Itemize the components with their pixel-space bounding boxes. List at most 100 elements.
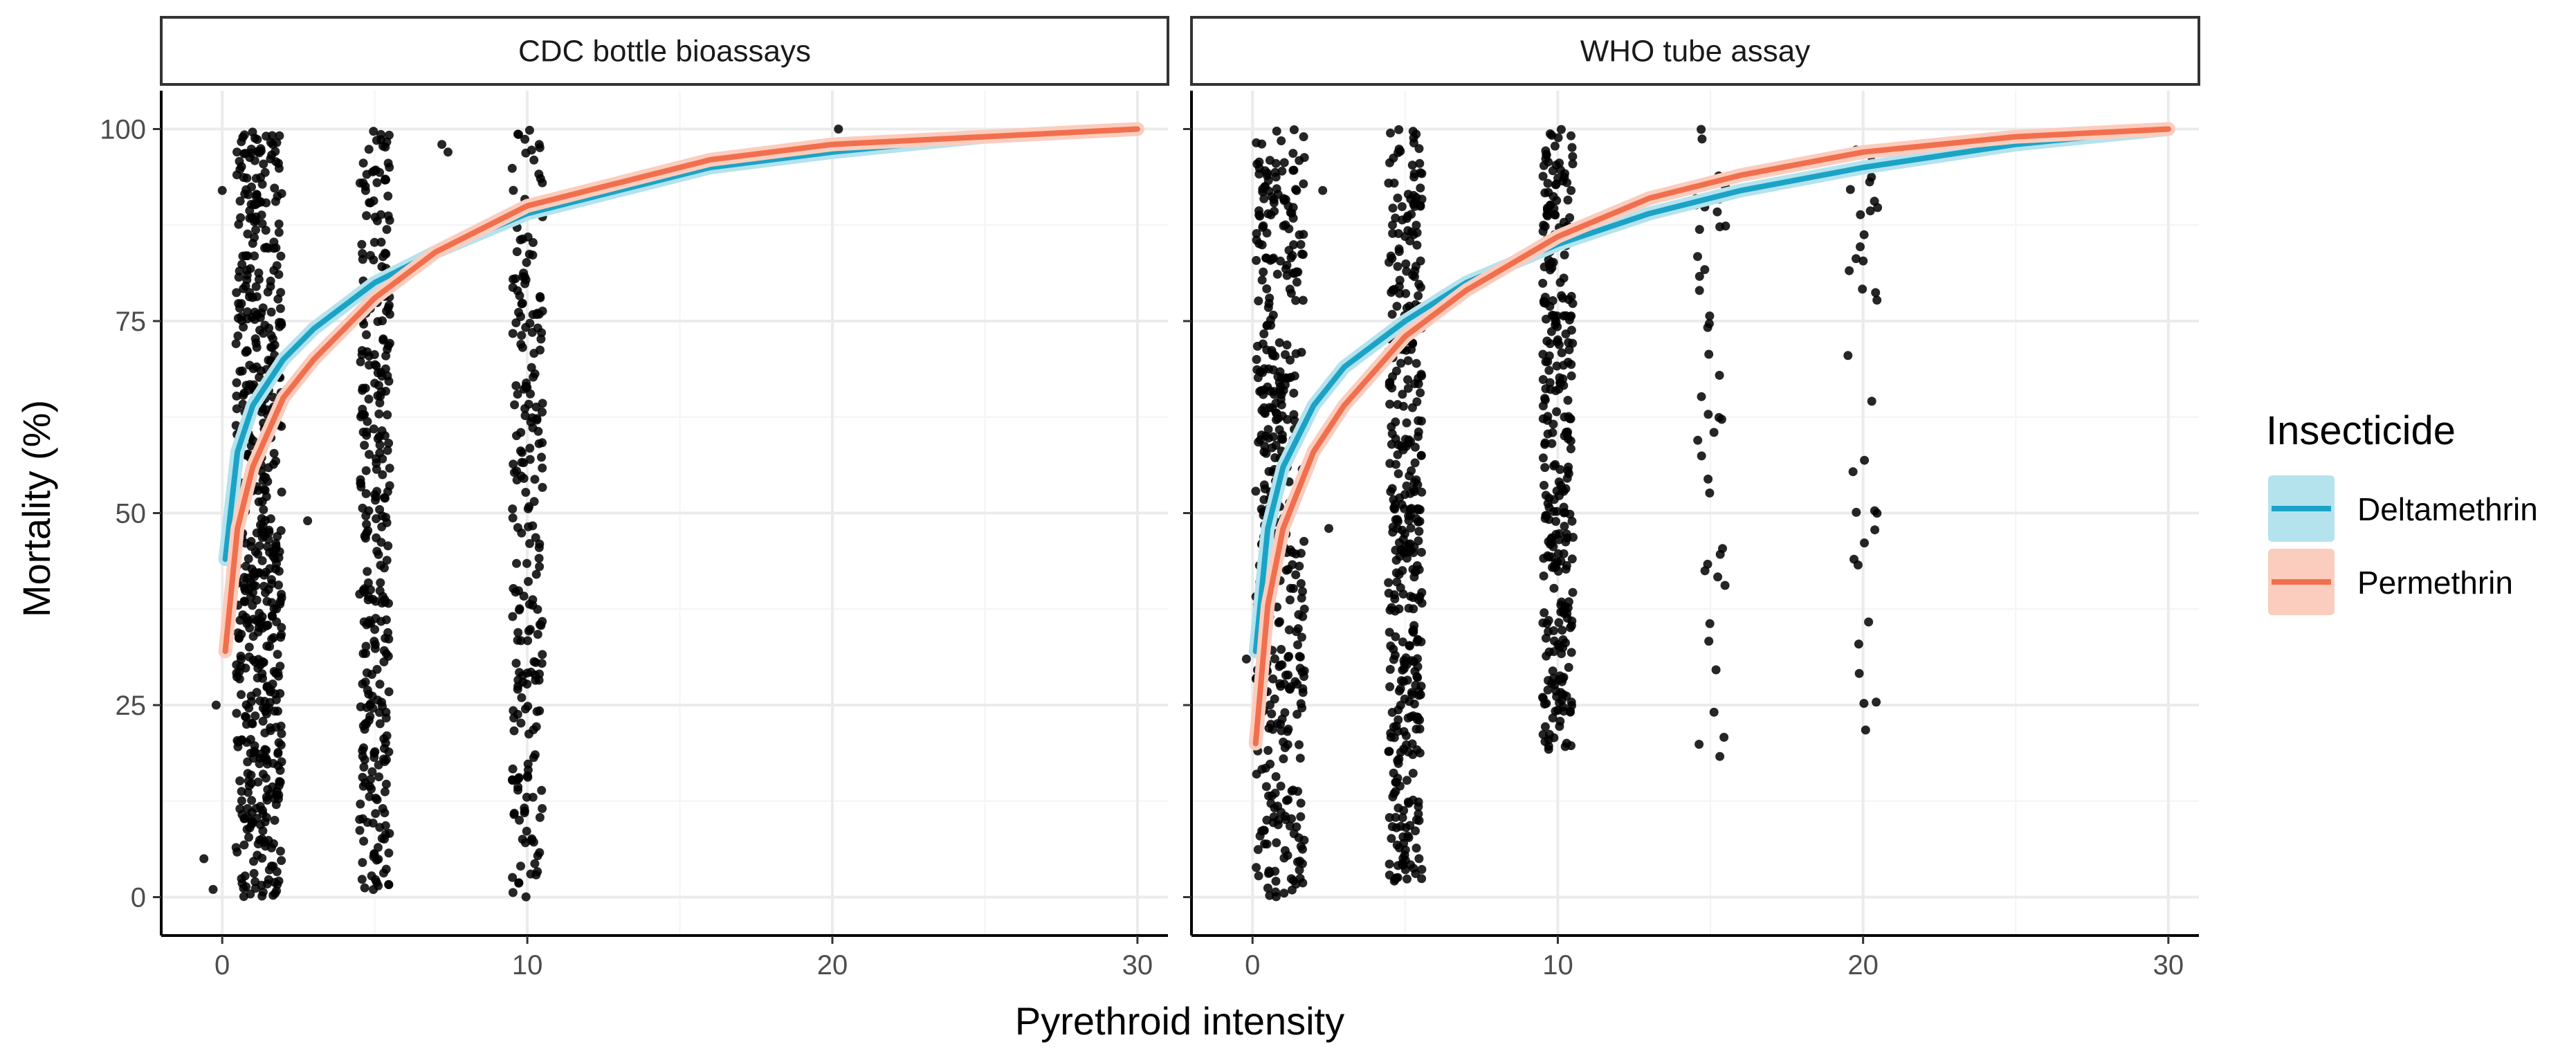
- data-point: [1384, 747, 1394, 756]
- data-point: [527, 413, 537, 423]
- data-point: [444, 147, 453, 157]
- data-point: [1251, 486, 1261, 496]
- y-tick-label: 100: [100, 115, 146, 145]
- data-point: [1396, 747, 1405, 757]
- data-point: [270, 183, 280, 193]
- data-point: [1296, 578, 1306, 588]
- data-point: [1295, 740, 1304, 749]
- data-point: [1253, 845, 1263, 855]
- data-point: [1286, 253, 1296, 262]
- data-point: [1408, 593, 1418, 602]
- data-point: [1263, 302, 1273, 312]
- data-point: [358, 772, 367, 782]
- data-point: [1858, 284, 1867, 294]
- data-point: [524, 399, 533, 409]
- data-point: [507, 163, 517, 173]
- data-point: [1843, 351, 1853, 361]
- legend-entry-permethrin: Permethrin: [2268, 549, 2513, 615]
- data-point: [1859, 699, 1869, 708]
- data-point: [364, 394, 374, 404]
- data-point: [1550, 141, 1560, 151]
- data-point: [362, 170, 372, 179]
- data-point: [1280, 743, 1290, 752]
- data-point: [375, 398, 385, 408]
- y-tick-label: 25: [116, 691, 147, 721]
- data-point: [1852, 507, 1861, 517]
- data-point: [1544, 255, 1553, 265]
- data-point: [257, 880, 266, 890]
- data-point: [1266, 320, 1276, 330]
- data-point: [252, 192, 262, 202]
- data-point: [260, 243, 269, 253]
- data-point: [1395, 275, 1405, 285]
- data-point: [524, 502, 534, 511]
- data-point: [1395, 289, 1405, 298]
- data-point: [1284, 625, 1294, 635]
- data-point: [243, 804, 253, 813]
- data-point: [384, 848, 394, 858]
- data-point: [1393, 774, 1403, 783]
- data-point: [1268, 674, 1278, 684]
- data-point: [1387, 422, 1396, 432]
- data-point: [243, 757, 253, 767]
- data-point: [381, 175, 391, 185]
- data-point: [534, 542, 544, 552]
- data-point: [266, 276, 275, 286]
- data-point: [1271, 877, 1281, 886]
- data-point: [1415, 505, 1425, 515]
- data-point: [275, 765, 285, 775]
- data-point: [531, 722, 541, 731]
- data-point: [381, 364, 390, 374]
- data-point: [267, 611, 277, 621]
- data-point: [257, 612, 267, 621]
- data-point: [385, 481, 394, 491]
- data-point: [237, 796, 246, 805]
- data-point: [535, 562, 545, 572]
- data-point: [372, 795, 382, 805]
- data-point: [271, 538, 281, 548]
- data-point: [264, 463, 273, 473]
- data-point: [1263, 883, 1272, 893]
- data-point: [1398, 534, 1408, 544]
- data-point: [383, 191, 393, 201]
- data-point: [232, 404, 241, 414]
- data-point: [1543, 551, 1553, 560]
- data-point: [274, 567, 284, 576]
- data-point: [267, 150, 277, 160]
- data-point: [1394, 229, 1403, 238]
- data-point: [1252, 365, 1262, 374]
- data-point: [526, 389, 535, 399]
- data-point: [508, 504, 518, 513]
- data-point: [1415, 158, 1425, 168]
- data-point: [1292, 277, 1301, 287]
- data-point: [1566, 325, 1576, 335]
- data-point: [1538, 278, 1548, 288]
- data-point: [381, 830, 390, 839]
- data-point: [1565, 509, 1575, 519]
- data-point: [1412, 358, 1421, 368]
- data-point: [265, 564, 275, 574]
- data-point: [1387, 834, 1396, 843]
- data-point: [1539, 161, 1549, 170]
- data-point: [517, 528, 527, 538]
- data-point: [1416, 547, 1426, 557]
- data-point: [258, 716, 268, 726]
- data-point: [375, 719, 385, 729]
- data-point: [1860, 538, 1869, 548]
- data-point: [241, 713, 251, 722]
- data-point: [1548, 713, 1558, 723]
- data-point: [1566, 444, 1575, 454]
- data-point: [1551, 318, 1561, 327]
- data-point: [374, 881, 383, 891]
- data-point: [1279, 158, 1289, 167]
- data-point: [1387, 309, 1397, 319]
- data-point: [511, 274, 520, 284]
- data-point: [377, 522, 387, 531]
- data-point: [538, 408, 547, 417]
- data-point: [272, 559, 281, 568]
- data-point: [1292, 822, 1301, 832]
- data-point: [523, 232, 533, 241]
- x-tick-label: 20: [1847, 950, 1879, 981]
- data-point: [260, 837, 269, 847]
- data-point: [248, 127, 257, 137]
